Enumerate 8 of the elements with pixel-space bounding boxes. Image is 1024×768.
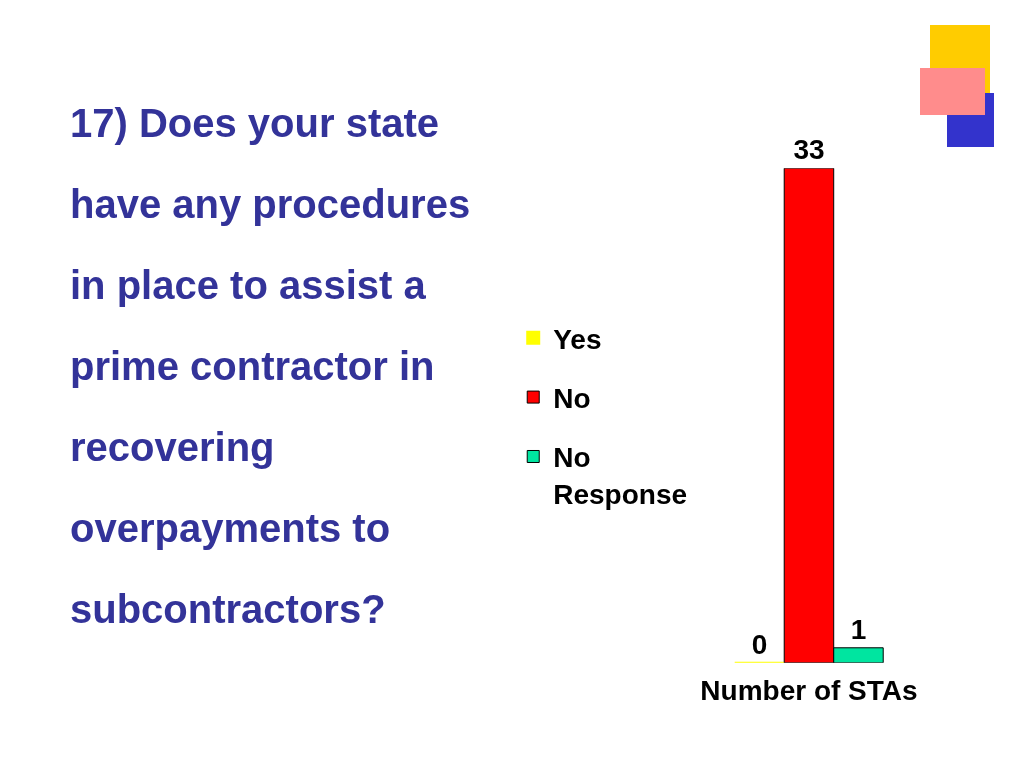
- text: 17) Does your state have any procedures in place to assist a prime contractor in recovering overpayments to subcontractors?: [70, 101, 471, 631]
- legend-label: No Response: [553, 442, 688, 510]
- legend-label: No: [553, 383, 591, 415]
- data-label: 33: [793, 134, 825, 166]
- data-label: 0: [751, 628, 768, 660]
- x-tick-label: Number of STAs: [700, 674, 918, 706]
- legend-label: Yes: [553, 323, 602, 355]
- data-label: 1: [850, 613, 867, 645]
